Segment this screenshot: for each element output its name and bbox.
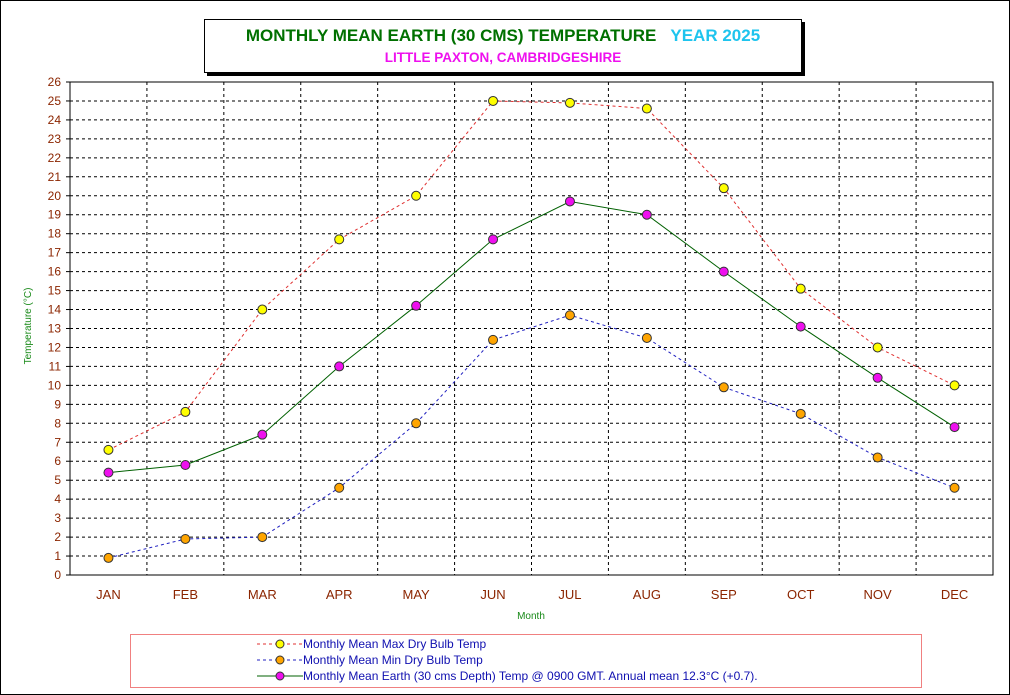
point-min-aug [641,332,652,343]
point-min-feb [180,533,191,544]
legend-label-earth: Monthly Mean Earth (30 cms Depth) Temp @… [303,669,758,683]
point-earth-jan [103,467,114,478]
point-max-oct [795,283,806,294]
x-tick-labels: JAN FEB MAR APR MAY JUN JUL AUG SEP OCT NOV DEC [96,587,968,602]
point-min-jul [564,310,575,321]
y-tick-label: 13 [48,322,62,336]
point-min-sep [718,382,729,393]
x-tick-label: NOV [864,587,893,602]
legend-swatch-earth [257,671,303,681]
y-tick-label: 15 [48,284,62,298]
y-tick-label: 7 [54,435,61,449]
y-tick-labels: 0123456789101112131415161718192021222324… [48,75,62,582]
point-max-may [411,190,422,201]
point-earth-mar [257,429,268,440]
point-earth-apr [334,361,345,372]
point-min-jan [103,552,114,563]
y-tick-label: 6 [54,454,61,468]
point-min-apr [334,482,345,493]
point-min-mar [257,532,268,543]
y-tick-label: 3 [54,511,61,525]
series-layer [103,95,960,563]
x-tick-label: FEB [173,587,198,602]
y-axis-title: Temperature (°C) [23,288,34,365]
point-min-may [411,418,422,429]
x-tick-label: JUN [480,587,505,602]
y-tick-label: 22 [48,151,62,165]
point-max-mar [257,304,268,315]
y-tick-label: 21 [48,170,62,184]
legend-item-max: Monthly Mean Max Dry Bulb Temp [131,636,921,652]
y-tick-label: 1 [54,549,61,563]
legend-swatch-max [257,639,303,649]
point-max-dec [949,380,960,391]
y-tick-label: 14 [48,303,62,317]
x-tick-label: MAY [403,587,431,602]
point-earth-nov [872,372,883,383]
x-tick-label: MAR [248,587,277,602]
x-tick-label: DEC [941,587,968,602]
x-tick-label: OCT [787,587,815,602]
y-tick-label: 2 [54,530,61,544]
y-tick-label: 17 [48,246,62,260]
legend-swatch-min [257,655,303,665]
y-tick-label: 0 [54,568,61,582]
point-earth-sep [718,266,729,277]
chart-title-box: MONTHLY MEAN EARTH (30 CMS) TEMPERATURE Y… [204,19,802,73]
legend-label-max: Monthly Mean Max Dry Bulb Temp [303,637,487,651]
point-earth-oct [795,321,806,332]
point-min-nov [872,452,883,463]
point-max-feb [180,406,191,417]
point-max-jul [564,97,575,108]
legend: Monthly Mean Max Dry Bulb Temp Monthly M… [130,634,922,688]
y-tick-label: 10 [48,378,62,392]
y-tick-label: 23 [48,132,62,146]
y-tick-label: 20 [48,189,62,203]
y-tick-label: 16 [48,265,62,279]
y-tick-label: 26 [48,75,62,89]
point-earth-dec [949,422,960,433]
y-tick-label: 25 [48,94,62,108]
y-tick-label: 5 [54,473,61,487]
point-max-sep [718,183,729,194]
x-tick-label: APR [326,587,353,602]
point-earth-jun [488,234,499,245]
x-axis-title: Month [517,611,545,622]
chart-subtitle: LITTLE PAXTON, CAMBRIDGESHIRE [384,50,622,65]
point-max-aug [641,103,652,114]
y-tick-label: 24 [48,113,62,127]
y-tick-label: 18 [48,227,62,241]
point-earth-feb [180,460,191,471]
y-tick-label: 12 [48,340,62,354]
y-tick-label: 19 [48,208,62,222]
y-tick-label: 8 [54,416,61,430]
point-earth-jul [564,196,575,207]
point-earth-aug [641,209,652,220]
y-tick-label: 4 [54,492,61,506]
x-tick-label: JUL [558,587,581,602]
chart-title: MONTHLY MEAN EARTH (30 CMS) TEMPERATURE [245,26,657,45]
x-gridlines [146,82,917,575]
x-tick-label: SEP [711,587,737,602]
point-max-nov [872,342,883,353]
series-line-max [108,100,955,451]
legend-item-min: Monthly Mean Min Dry Bulb Temp [131,652,921,668]
y-tick-label: 11 [49,359,62,373]
legend-label-min: Monthly Mean Min Dry Bulb Temp [303,653,483,667]
point-max-jan [103,444,114,455]
legend-item-earth: Monthly Mean Earth (30 cms Depth) Temp @… [131,668,921,684]
point-earth-may [411,300,422,311]
x-tick-label: JAN [96,587,121,602]
y-tick-label: 9 [54,397,61,411]
point-max-jun [488,95,499,106]
chart-year: YEAR 2025 [670,26,761,45]
series-line-earth [108,200,955,474]
point-min-jun [488,334,499,345]
point-min-dec [949,482,960,493]
point-min-oct [795,408,806,419]
point-max-apr [334,234,345,245]
x-tick-label: AUG [633,587,661,602]
